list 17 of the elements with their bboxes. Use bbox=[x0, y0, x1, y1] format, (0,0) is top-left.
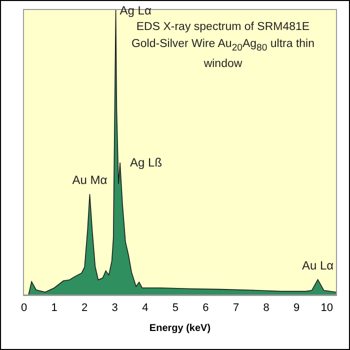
x-tick-label: 7 bbox=[232, 302, 240, 314]
annotation: Au Lα bbox=[302, 258, 334, 273]
annotation: Ag Lß bbox=[130, 156, 162, 170]
x-tick-label: 10 bbox=[320, 302, 334, 314]
x-tick-label: 0 bbox=[20, 302, 28, 314]
x-tick-label: 6 bbox=[202, 302, 209, 314]
x-tick-label: 9 bbox=[294, 302, 300, 314]
annotation: Ag Lα bbox=[120, 3, 152, 18]
x-tick-label: 2 bbox=[82, 302, 88, 314]
chart-title: EDS X-ray spectrum of SRM481E Gold-Silver Wire Au$_{20}$Ag$_{80}$ ultra thin window bbox=[131, 21, 315, 70]
x-tick-label: 3 bbox=[112, 302, 118, 314]
x-tick-label: 5 bbox=[172, 302, 179, 314]
x-tick-label: 4 bbox=[142, 302, 148, 314]
x-axis-title: Energy (keV) bbox=[149, 323, 211, 334]
x-tick-label: 8 bbox=[263, 302, 270, 314]
x-tick-label: 1 bbox=[51, 302, 58, 314]
annotation: Au Mα bbox=[72, 173, 108, 188]
